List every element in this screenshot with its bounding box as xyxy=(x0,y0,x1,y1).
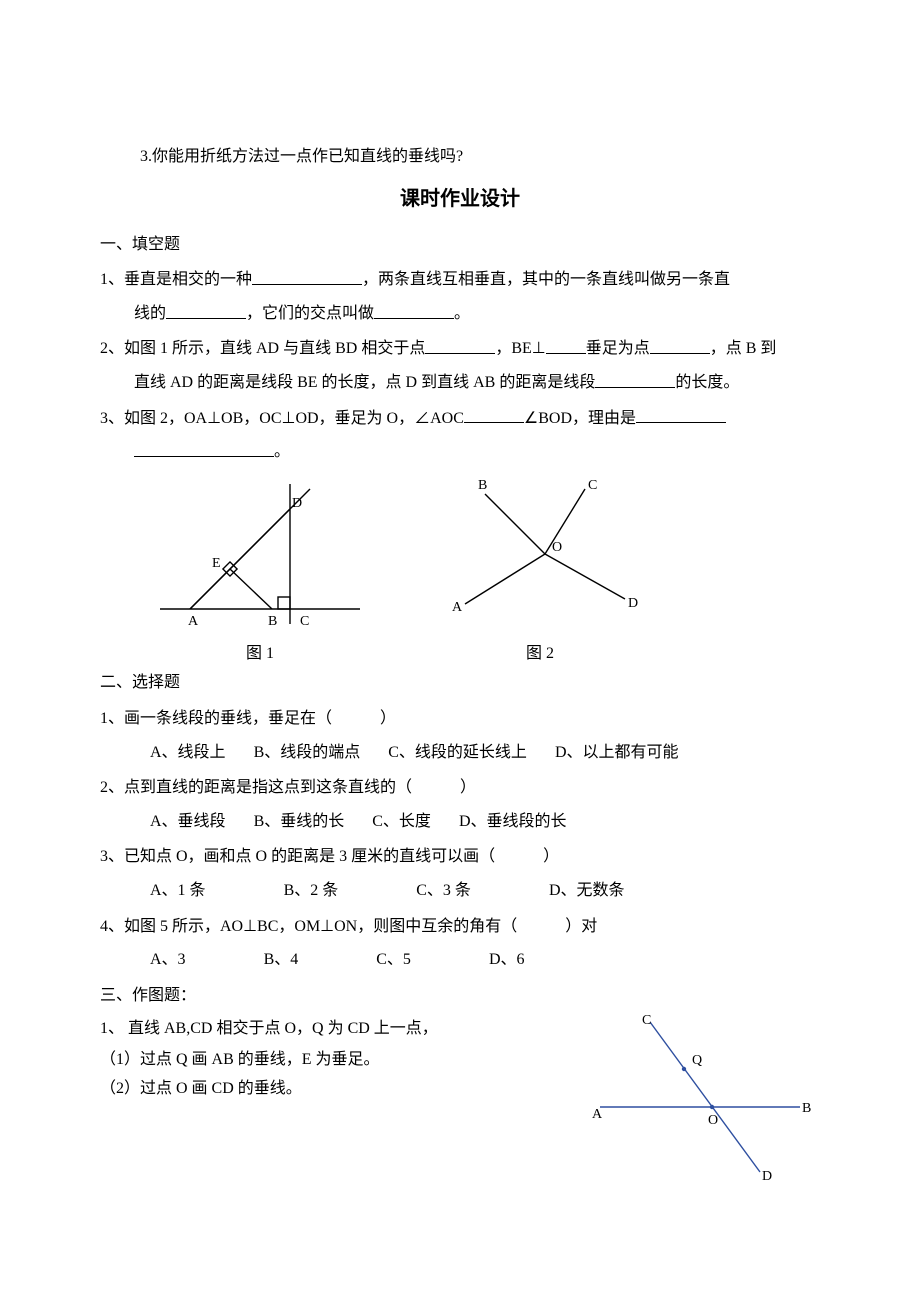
fig3-label-q: Q xyxy=(692,1053,702,1068)
blank xyxy=(374,300,454,319)
mc-q1-choices: A、线段上 B、线段的端点 C、线段的延长线上 D、以上都有可能 xyxy=(100,736,820,770)
choice-a: A、3 xyxy=(150,943,186,977)
choice-b: B、线段的端点 xyxy=(254,736,361,770)
section-3-head: 三、作图题： xyxy=(100,979,820,1013)
choice-c: C、3 条 xyxy=(416,874,471,908)
figure-1: A B C D E 图 1 xyxy=(150,469,370,671)
q1-text-b: ，两条直线互相垂直，其中的一条直线叫做另一条直 xyxy=(362,271,730,288)
construct-q1-sub2: （2）过点 O 画 CD 的垂线。 xyxy=(100,1075,580,1104)
fill-q1: 1、垂直是相交的一种 ，两条直线互相垂直，其中的一条直线叫做另一条直 xyxy=(100,263,820,297)
choice-a: A、线段上 xyxy=(150,736,226,770)
choice-b: B、垂线的长 xyxy=(254,805,345,839)
fig3-label-b: B xyxy=(802,1101,811,1116)
choice-c: C、长度 xyxy=(372,805,431,839)
blank xyxy=(546,336,586,355)
fill-q3-line2: 。 xyxy=(100,435,820,469)
worksheet-title: 课时作业设计 xyxy=(100,178,820,220)
fig2-label-d: D xyxy=(628,596,638,611)
construct-q1-sub1: （1）过点 Q 画 AB 的垂线，E 为垂足。 xyxy=(100,1046,580,1075)
q1-text-c: 线的 xyxy=(134,305,166,322)
blank xyxy=(636,405,726,424)
fig3-label-o: O xyxy=(708,1113,718,1128)
q2-text-a: 2、如图 1 所示，直线 AD 与直线 BD 相交于点 xyxy=(100,340,425,357)
figure-3: A B C D O Q xyxy=(580,1012,820,1182)
construction-q1: 1、 直线 AB,CD 相交于点 O，Q 为 CD 上一点， （1）过点 Q 画… xyxy=(100,1012,820,1182)
fig1-label-d: D xyxy=(292,496,302,511)
choice-b: B、2 条 xyxy=(284,874,339,908)
fill-q2: 2、如图 1 所示，直线 AD 与直线 BD 相交于点 ，BE⊥ 垂足为点 ，点 B … xyxy=(100,332,820,366)
fig3-label-d: D xyxy=(762,1169,772,1182)
mc-q1: 1、画一条线段的垂线，垂足在（ ） xyxy=(100,702,820,736)
choice-d: D、以上都有可能 xyxy=(555,736,679,770)
choice-d: D、无数条 xyxy=(549,874,625,908)
mc-q3: 3、已知点 O，画和点 O 的距离是 3 厘米的直线可以画（ ） xyxy=(100,840,820,874)
mc-q2: 2、点到直线的距离是指这点到这条直线的（ ） xyxy=(100,771,820,805)
section-1-head: 一、填空题 xyxy=(100,228,820,262)
mc-q3-choices: A、1 条 B、2 条 C、3 条 D、无数条 xyxy=(100,874,820,908)
fill-q3: 3、如图 2，OA⊥OB，OC⊥OD，垂足为 O，∠AOC ∠BOD，理由是 xyxy=(100,402,820,436)
blank xyxy=(252,266,362,285)
choice-b: B、4 xyxy=(264,943,299,977)
figure-row: A B C D E 图 1 B C A D O 图 2 xyxy=(150,469,820,671)
fig3-label-c: C xyxy=(642,1013,651,1028)
blank xyxy=(425,336,495,355)
choice-a: A、垂线段 xyxy=(150,805,226,839)
q1-text-d: ，它们的交点叫做 xyxy=(246,305,374,322)
mc-q4: 4、如图 5 所示，AO⊥BC，OM⊥ON，则图中互余的角有（ ）对 xyxy=(100,910,820,944)
choice-d: D、垂线段的长 xyxy=(459,805,567,839)
fig2-label-o: O xyxy=(552,540,562,555)
q1-text-a: 1、垂直是相交的一种 xyxy=(100,271,252,288)
choice-a: A、1 条 xyxy=(150,874,206,908)
q3-text-a: 3、如图 2，OA⊥OB，OC⊥OD，垂足为 O，∠AOC xyxy=(100,410,464,427)
fig3-label-a: A xyxy=(592,1107,603,1122)
blank xyxy=(650,336,710,355)
fig1-label-a: A xyxy=(188,614,199,629)
blank xyxy=(595,369,675,388)
q2-text-b: ，BE⊥ xyxy=(495,340,545,357)
construct-q1-stem: 1、 直线 AB,CD 相交于点 O，Q 为 CD 上一点， xyxy=(100,1012,580,1046)
figure-2: B C A D O 图 2 xyxy=(430,469,650,671)
mc-q4-choices: A、3 B、4 C、5 D、6 xyxy=(100,943,820,977)
q3-text-b: ∠BOD，理由是 xyxy=(524,410,636,427)
q2-text-d: ，点 B 到 xyxy=(710,340,777,357)
fig1-label-b: B xyxy=(268,614,277,629)
figure-1-caption: 图 1 xyxy=(150,637,370,671)
fig2-label-b: B xyxy=(478,478,487,493)
fig2-label-a: A xyxy=(452,600,463,615)
fig2-label-c: C xyxy=(588,478,597,493)
intro-question: 3.你能用折纸方法过一点作已知直线的垂线吗? xyxy=(100,140,820,174)
choice-d: D、6 xyxy=(489,943,525,977)
q2-text-e: 直线 AD 的距离是线段 BE 的长度，点 D 到直线 AB 的距离是线段 xyxy=(134,374,595,391)
fill-q2-line2: 直线 AD 的距离是线段 BE 的长度，点 D 到直线 AB 的距离是线段 的长度… xyxy=(100,366,820,400)
fig1-label-c: C xyxy=(300,614,309,629)
mc-q2-choices: A、垂线段 B、垂线的长 C、长度 D、垂线段的长 xyxy=(100,805,820,839)
blank xyxy=(134,438,274,457)
blank xyxy=(464,405,524,424)
q1-text-e: 。 xyxy=(454,305,470,322)
figure-2-caption: 图 2 xyxy=(430,637,650,671)
fill-q1-line2: 线的 ，它们的交点叫做 。 xyxy=(100,297,820,331)
fig1-label-e: E xyxy=(212,556,221,571)
choice-c: C、线段的延长线上 xyxy=(388,736,527,770)
q2-text-f: 的长度。 xyxy=(675,374,739,391)
choice-c: C、5 xyxy=(376,943,411,977)
blank xyxy=(166,300,246,319)
section-2-head: 二、选择题 xyxy=(100,666,820,700)
q3-text-c: 。 xyxy=(274,443,290,460)
q2-text-c: 垂足为点 xyxy=(586,340,650,357)
